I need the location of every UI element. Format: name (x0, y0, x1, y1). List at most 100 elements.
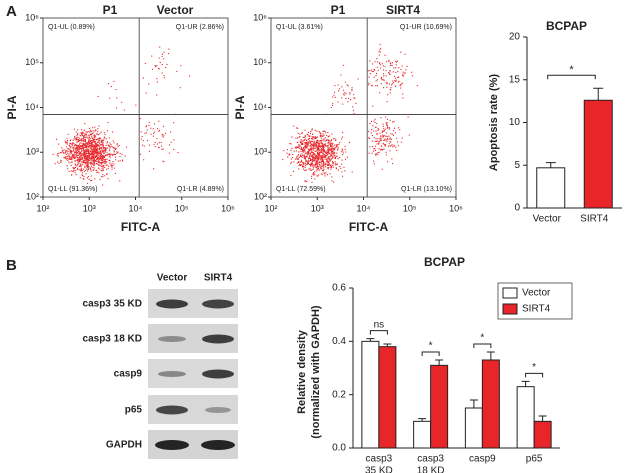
event-dot (92, 154, 94, 156)
event-dot (173, 122, 175, 124)
event-dot (305, 141, 307, 143)
event-dot (80, 164, 82, 166)
event-dot (102, 158, 104, 160)
event-dot (168, 152, 170, 154)
event-dot (75, 174, 77, 176)
event-dot (381, 63, 383, 65)
event-dot (85, 136, 87, 138)
event-dot (154, 146, 156, 148)
event-dot (90, 157, 92, 159)
event-dot (318, 150, 320, 152)
event-dot (319, 144, 321, 146)
event-dot (103, 136, 105, 138)
event-dot (97, 145, 99, 147)
event-dot (376, 153, 378, 155)
event-dot (310, 164, 312, 166)
event-dot (298, 151, 300, 153)
event-dot (392, 121, 394, 123)
event-dot (385, 81, 387, 83)
event-dot (83, 175, 85, 177)
event-dot (322, 170, 324, 172)
event-dot (88, 137, 90, 139)
event-dot (321, 160, 323, 162)
event-dot (84, 161, 86, 163)
event-dot (70, 157, 72, 159)
event-dot (89, 153, 91, 155)
event-dot (119, 152, 121, 154)
event-dot (117, 151, 119, 153)
event-dot (305, 160, 307, 162)
event-dot (117, 160, 119, 162)
event-dot (375, 126, 377, 128)
event-dot (85, 153, 87, 155)
event-dot (107, 153, 109, 155)
event-dot (81, 169, 83, 171)
event-dot (68, 156, 70, 158)
event-dot (302, 140, 304, 142)
event-dot (92, 166, 94, 168)
quadrant-label: Q1-LR (13.10%) (401, 186, 452, 193)
event-dot (80, 132, 82, 134)
event-dot (103, 139, 105, 141)
event-dot (381, 130, 383, 132)
event-dot (317, 153, 319, 155)
event-dot (299, 133, 301, 135)
event-dot (102, 143, 104, 145)
significance-bracket (421, 351, 440, 356)
event-dot (314, 136, 316, 138)
event-dot (83, 151, 85, 153)
event-dot (72, 156, 74, 158)
event-dot (338, 143, 340, 145)
event-dot (342, 152, 344, 154)
event-dot (318, 148, 320, 150)
event-dot (412, 75, 414, 77)
event-dot (322, 150, 324, 152)
event-dot (316, 155, 318, 157)
western-blot: Vector SIRT4 casp3 35 KD casp3 18 KD cas… (83, 273, 238, 459)
event-dot (333, 138, 335, 140)
event-dot (157, 128, 159, 130)
event-dot (310, 145, 312, 147)
event-dot (390, 145, 392, 147)
event-dot (159, 46, 161, 48)
event-dot (76, 164, 78, 166)
event-dot (400, 51, 402, 53)
event-dot (106, 152, 108, 154)
event-dot (302, 149, 304, 151)
event-dot (91, 179, 93, 181)
event-dot (109, 142, 111, 144)
event-dot (373, 160, 375, 162)
event-dot (334, 91, 336, 93)
event-dot (323, 169, 325, 171)
event-dot (302, 146, 304, 148)
event-dot (88, 148, 90, 150)
event-dot (321, 173, 323, 175)
event-dot (391, 144, 393, 146)
event-dot (108, 159, 110, 161)
event-dot (313, 154, 315, 156)
event-dot (83, 132, 85, 134)
event-dot (395, 61, 397, 63)
event-dot (87, 145, 89, 147)
event-dot (395, 146, 397, 148)
event-dot (371, 71, 373, 73)
event-dot (82, 146, 84, 148)
event-dot (282, 159, 284, 161)
event-dot (84, 151, 86, 153)
event-dot (158, 146, 160, 148)
event-dot (101, 163, 103, 165)
y-tick-label: 0.4 (332, 336, 346, 347)
y-tick-label: 10⁴ (25, 102, 39, 112)
event-dot (378, 54, 380, 56)
chart-title: BCPAP (546, 19, 587, 33)
event-dot (73, 128, 75, 130)
event-dot (116, 143, 118, 145)
event-dot (69, 145, 71, 147)
event-dot (103, 150, 105, 152)
event-dot (309, 137, 311, 139)
event-dot (109, 160, 111, 162)
event-dot (310, 162, 312, 164)
event-dot (330, 107, 332, 109)
event-dot (300, 148, 302, 150)
event-dot (308, 140, 310, 142)
